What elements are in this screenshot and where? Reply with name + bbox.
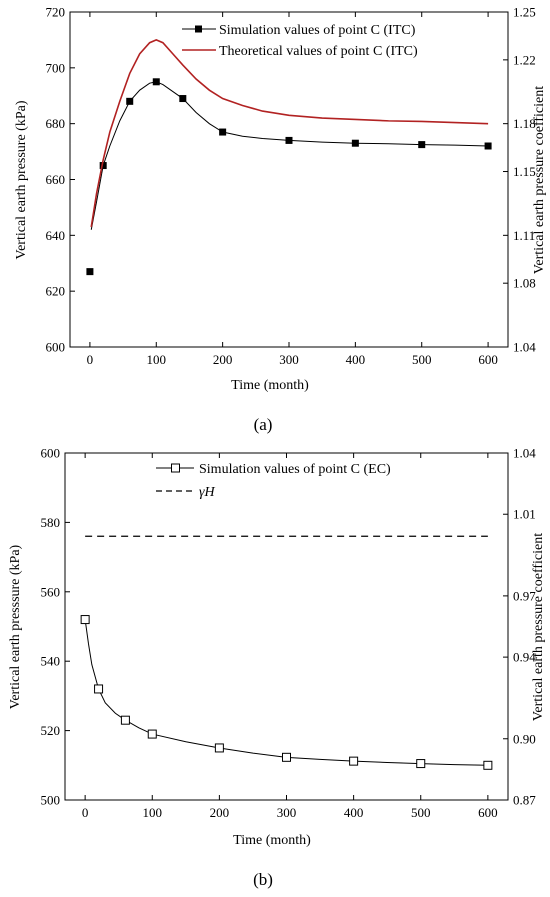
- data-point-marker: [94, 684, 104, 694]
- y-tick-label: 680: [46, 116, 66, 131]
- legend: Simulation values of point C (EC) γH: [156, 462, 391, 500]
- data-point-marker: [80, 615, 90, 625]
- y2-tick-label: 1.08: [513, 276, 536, 291]
- data-point-marker: [126, 97, 134, 105]
- x-tick-label: 200: [213, 352, 233, 367]
- data-point-marker: [152, 78, 160, 86]
- y2-axis-ticks: 0.87 0.90 0.94 0.97 1.01 1.04: [503, 446, 536, 808]
- y-tick-label: 720: [46, 5, 66, 20]
- y-axis-title: Vertical earth pressure (kPa): [14, 100, 29, 259]
- x-tick-label: 400: [344, 805, 364, 820]
- x-tick-label: 0: [87, 352, 94, 367]
- series-line-1: [90, 39, 489, 228]
- y2-axis-title: Vertical earth pressure coefficient: [532, 86, 547, 274]
- y2-tick-label: 1.25: [513, 5, 536, 20]
- y-tick-label: 540: [41, 654, 61, 669]
- y-tick-label: 580: [41, 515, 61, 530]
- x-tick-label: 300: [277, 805, 297, 820]
- y2-tick-label: 0.94: [513, 650, 536, 665]
- series-line-0: [90, 81, 489, 230]
- data-point-marker: [349, 756, 359, 766]
- data-point-marker: [416, 759, 426, 769]
- x-axis-title: Time (month): [231, 378, 309, 393]
- y2-tick-label: 0.87: [513, 793, 536, 808]
- series-line-0: [84, 619, 488, 766]
- legend-label-simulation: Simulation values of point C (EC): [199, 462, 391, 477]
- y-tick-label: 560: [41, 584, 61, 599]
- x-tick-label: 500: [412, 352, 432, 367]
- y2-tick-label: 1.01: [513, 507, 536, 522]
- y-tick-label: 640: [46, 228, 66, 243]
- data-point-marker: [214, 743, 224, 753]
- legend-label-simulation: Simulation values of point C (ITC): [219, 23, 416, 38]
- y2-tick-label: 1.18: [513, 116, 536, 131]
- legend-label-gamma-h: γH: [199, 485, 216, 500]
- y-tick-label: 500: [41, 793, 61, 808]
- y2-tick-label: 1.15: [513, 164, 536, 179]
- chart-panel-b: 0 100 200 300 400 500 600 500 520 540 560 580 600 0…: [8, 446, 546, 890]
- data-point-marker: [99, 162, 107, 170]
- data-point-marker: [418, 141, 426, 149]
- y2-axis-title: Vertical earth pressure coefficient: [531, 533, 546, 721]
- data-point-marker: [86, 268, 94, 276]
- data-point-marker: [285, 136, 293, 144]
- panel-label-a: (a): [254, 415, 273, 434]
- y2-tick-label: 1.04: [513, 446, 536, 461]
- y-tick-label: 700: [46, 60, 66, 75]
- y2-tick-label: 1.22: [513, 52, 536, 67]
- data-point-marker: [351, 139, 359, 147]
- x-tick-label: 600: [478, 805, 498, 820]
- x-tick-label: 100: [147, 352, 167, 367]
- x-tick-label: 200: [210, 805, 230, 820]
- x-axis-ticks: 0 100 200 300 400 500 600: [87, 12, 498, 367]
- y2-tick-label: 1.04: [513, 340, 536, 355]
- plot-area-frame: [64, 452, 509, 801]
- y2-tick-label: 0.90: [513, 731, 536, 746]
- chart-panel-a: 0 100 200 300 400 500 600 600 620 640 660 680 700 72…: [14, 5, 547, 435]
- x-tick-label: 500: [411, 805, 431, 820]
- x-axis-title: Time (month): [233, 833, 311, 848]
- y2-tick-label: 0.97: [513, 588, 536, 603]
- x-axis-ticks: 0 100 200 300 400 500 600: [82, 453, 498, 820]
- y-tick-label: 660: [46, 172, 66, 187]
- data-point-marker: [219, 128, 227, 136]
- y-tick-label: 600: [41, 446, 61, 461]
- legend-marker-filled-square: [195, 25, 202, 33]
- legend-marker-open-square: [171, 463, 180, 473]
- x-tick-label: 0: [82, 805, 89, 820]
- y-tick-label: 620: [46, 284, 66, 299]
- series-group: [80, 535, 493, 770]
- x-tick-label: 100: [143, 805, 163, 820]
- data-point-marker: [120, 715, 130, 725]
- data-point-marker: [179, 95, 187, 103]
- legend-label-theoretical: Theoretical values of point C (ITC): [219, 44, 418, 59]
- y2-axis-ticks: 1.04 1.08 1.11 1.15 1.18 1.22 1.25: [503, 5, 536, 355]
- x-tick-label: 400: [346, 352, 366, 367]
- x-tick-label: 300: [279, 352, 299, 367]
- y-tick-label: 600: [46, 340, 66, 355]
- y-axis-ticks: 600 620 640 660 680 700 720: [46, 5, 75, 355]
- data-point-marker: [147, 729, 157, 739]
- y-tick-label: 520: [41, 723, 61, 738]
- y2-tick-label: 1.11: [513, 228, 535, 243]
- legend: Simulation values of point C (ITC) Theor…: [182, 23, 418, 59]
- data-point-marker: [483, 760, 493, 770]
- data-point-marker: [484, 142, 492, 150]
- x-tick-label: 600: [478, 352, 498, 367]
- data-point-marker: [282, 752, 291, 762]
- y-axis-ticks: 500 520 540 560 580 600: [41, 446, 70, 808]
- y-axis-title: Vertical earth presssure (kPa): [8, 544, 23, 709]
- series-group: [86, 39, 492, 276]
- panel-label-b: (b): [253, 870, 273, 889]
